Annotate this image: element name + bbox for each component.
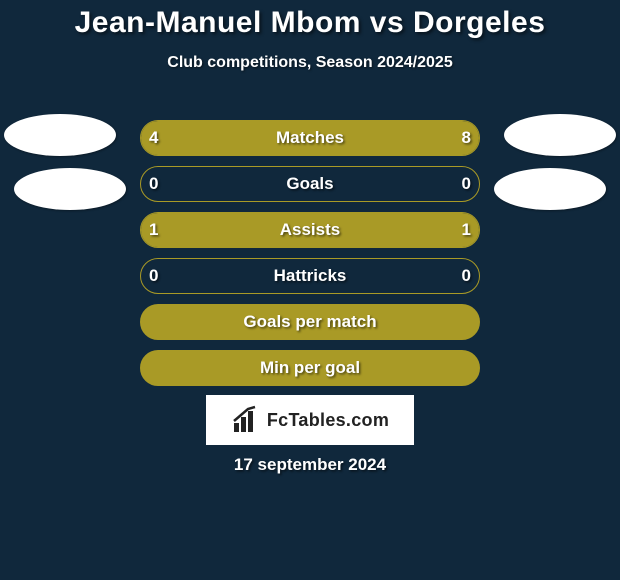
stat-value-right: 0 <box>462 266 471 286</box>
date: 17 september 2024 <box>0 455 620 475</box>
stat-bar-track: Min per goal <box>140 350 480 386</box>
title: Jean-Manuel Mbom vs Dorgeles <box>0 0 620 40</box>
stat-value-right: 8 <box>462 128 471 148</box>
stat-row: Min per goal <box>0 348 620 394</box>
stat-label: Goals <box>141 174 479 194</box>
stat-row: Assists1 1 <box>0 210 620 256</box>
stat-bar-track: Assists1 1 <box>140 212 480 248</box>
stat-value-left: 0 <box>149 174 158 194</box>
brand-text: FcTables.com <box>267 410 389 431</box>
stat-value-right: 0 <box>462 174 471 194</box>
comparison-infographic: Jean-Manuel Mbom vs Dorgeles Club compet… <box>0 0 620 580</box>
stat-value-left: 0 <box>149 266 158 286</box>
brand-mark-icon <box>231 405 261 435</box>
subtitle: Club competitions, Season 2024/2025 <box>0 54 620 72</box>
stat-label: Matches <box>141 128 479 148</box>
stat-row: Matches4 8 <box>0 118 620 164</box>
stat-label: Goals per match <box>141 312 479 332</box>
stat-value-left: 1 <box>149 220 158 240</box>
brand-logo-box: FcTables.com <box>206 395 414 445</box>
stat-value-left: 4 <box>149 128 158 148</box>
stat-bar-track: Hattricks0 0 <box>140 258 480 294</box>
stat-bar-track: Matches4 8 <box>140 120 480 156</box>
stat-rows: Matches48Goals00Assists11Hattricks00Goal… <box>0 118 620 394</box>
stat-value-right: 1 <box>462 220 471 240</box>
stat-label: Min per goal <box>141 358 479 378</box>
stat-bar-track: Goals0 0 <box>140 166 480 202</box>
stat-label: Hattricks <box>141 266 479 286</box>
stat-row: Goals per match <box>0 302 620 348</box>
stat-bar-track: Goals per match <box>140 304 480 340</box>
stat-row: Goals0 0 <box>0 164 620 210</box>
stat-row: Hattricks0 0 <box>0 256 620 302</box>
stat-label: Assists <box>141 220 479 240</box>
